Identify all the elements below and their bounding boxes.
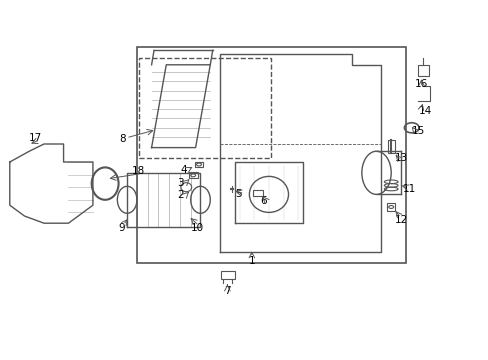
Text: 6: 6 bbox=[259, 196, 266, 206]
Bar bbox=[387, 140, 394, 153]
Text: 9: 9 bbox=[118, 222, 124, 233]
Text: 18: 18 bbox=[131, 166, 145, 176]
Bar bbox=[137, 47, 405, 263]
Bar bbox=[188, 172, 197, 178]
Text: 17: 17 bbox=[29, 132, 42, 143]
Text: 11: 11 bbox=[402, 184, 416, 194]
Bar bbox=[386, 203, 394, 211]
Text: 8: 8 bbox=[119, 134, 125, 144]
Text: 1: 1 bbox=[248, 256, 255, 266]
Text: 16: 16 bbox=[414, 78, 427, 89]
Text: 13: 13 bbox=[393, 153, 407, 163]
Text: 2: 2 bbox=[177, 190, 184, 200]
Text: 12: 12 bbox=[393, 215, 407, 225]
Bar bbox=[221, 271, 234, 279]
Bar bbox=[417, 65, 428, 76]
Text: 14: 14 bbox=[418, 106, 431, 116]
Text: 4: 4 bbox=[180, 165, 186, 175]
Text: 3: 3 bbox=[177, 178, 184, 188]
Text: 5: 5 bbox=[235, 189, 242, 199]
Bar bbox=[194, 162, 203, 167]
Text: 15: 15 bbox=[410, 126, 424, 136]
Bar bbox=[253, 190, 263, 196]
Text: 7: 7 bbox=[224, 285, 230, 296]
Text: 10: 10 bbox=[190, 222, 203, 233]
